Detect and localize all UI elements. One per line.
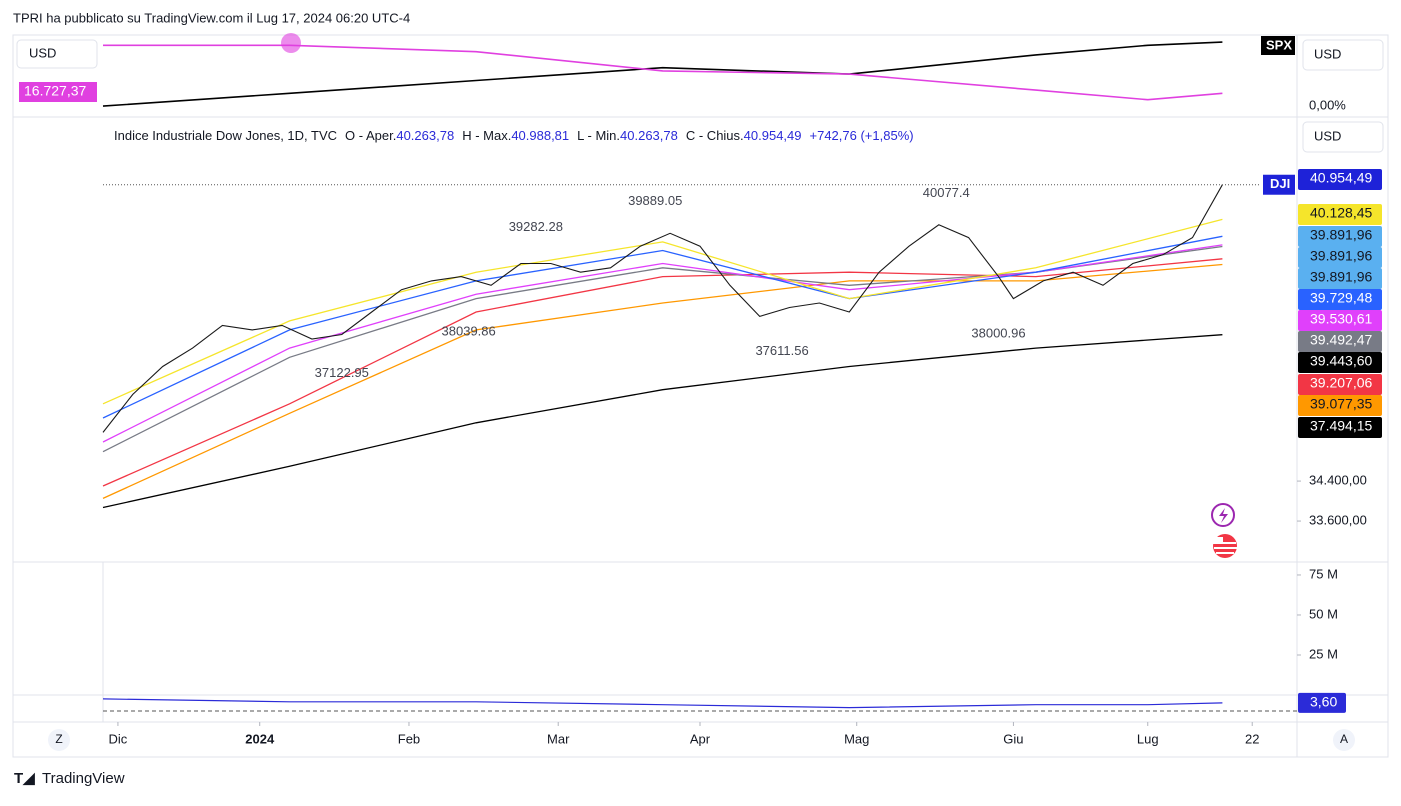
price-badge	[1298, 169, 1382, 190]
legend: Indice Industriale Dow Jones, 1D, TVC O -…	[114, 128, 914, 143]
price-badge	[1298, 226, 1382, 247]
x-tick-label: Apr	[690, 731, 711, 746]
price-label: 39.891,96	[1310, 248, 1372, 264]
price-badge	[1298, 268, 1382, 289]
legend-key: H - Max.	[462, 128, 511, 143]
x-tick-label: Feb	[398, 731, 420, 746]
high-label: 40077.4	[923, 185, 970, 200]
indicator-label: 3,60	[1310, 694, 1337, 710]
indicator-line	[102, 698, 1223, 709]
moving-average	[102, 263, 1223, 499]
x-tick-label: 22	[1245, 731, 1259, 746]
frame	[12, 34, 1389, 758]
volume-tick-label: 75 M	[1309, 566, 1338, 581]
price-label: 39.891,96	[1310, 227, 1372, 243]
moving-average	[102, 235, 1223, 419]
price-badge	[1298, 395, 1382, 416]
price-label: 39.492,47	[1310, 332, 1372, 348]
price-label: 39.891,96	[1310, 269, 1372, 285]
low-label: 38039.86	[442, 324, 496, 339]
pct-label: 0,00%	[1309, 97, 1346, 112]
lightning-icon[interactable]	[1211, 503, 1235, 527]
price-badge	[1298, 331, 1382, 352]
brand: TradingView	[42, 770, 125, 787]
price-badge	[1298, 247, 1382, 268]
flag-canton	[1213, 537, 1223, 544]
legend-value: 40.263,78	[620, 128, 678, 143]
marker	[281, 33, 301, 53]
legend-value: 40.988,81	[511, 128, 569, 143]
x-tick-label: Dic	[109, 731, 128, 746]
currency: USD	[29, 45, 56, 60]
x-tick-label: Mag	[844, 731, 869, 746]
legend-change: +742,76 (+1,85%)	[810, 128, 914, 143]
currency: USD	[1314, 128, 1341, 143]
low-label: 37611.56	[755, 343, 808, 358]
price-badge	[1298, 310, 1382, 331]
y-tick-label: 33.600,00	[1309, 512, 1367, 527]
x-tick-label: Giu	[1003, 731, 1023, 746]
price-label: 40.954,49	[1310, 170, 1372, 186]
legend-key: L - Min.	[577, 128, 620, 143]
x-tick-label: 2024	[245, 731, 275, 746]
price-label: 40.128,45	[1310, 205, 1372, 221]
pane-dividers	[13, 116, 1388, 723]
compare-line	[102, 41, 1223, 107]
indicator-badge	[1298, 692, 1346, 713]
price-badge	[1298, 417, 1382, 438]
price-label: 39.077,35	[1310, 396, 1372, 412]
compare-symbol: SPX	[1266, 37, 1292, 52]
currency-button[interactable]	[1302, 39, 1384, 71]
a-label: A	[1340, 732, 1348, 746]
legend-name: Indice Industriale Dow Jones, 1D, TVC	[114, 128, 337, 143]
lightning	[1219, 508, 1228, 523]
legend-key: O - Aper.	[345, 128, 396, 143]
compare-value: 16.727,37	[24, 83, 86, 99]
y-tick-label: 34.400,00	[1309, 473, 1367, 488]
low-label: 38000.96	[971, 325, 1025, 340]
x-tick-label: Mar	[547, 731, 570, 746]
moving-average	[102, 334, 1223, 509]
symbol-badge	[1263, 174, 1295, 195]
price-label: 39.530,61	[1310, 311, 1372, 327]
price-badge	[1298, 204, 1382, 225]
legend-value: 40.954,49	[744, 128, 802, 143]
price-badge	[1298, 289, 1382, 310]
volume-tick-label: 50 M	[1309, 606, 1338, 621]
price-label: 39.443,60	[1310, 353, 1372, 369]
price-line	[102, 184, 1223, 433]
currency: USD	[1314, 46, 1341, 61]
z-button[interactable]	[48, 729, 70, 751]
price-label: 37.494,15	[1310, 418, 1372, 434]
price-badge	[1298, 352, 1382, 373]
low-label: 37122.95	[315, 365, 369, 380]
moving-average	[102, 218, 1223, 405]
symbol-label: DJI	[1270, 176, 1290, 191]
high-label: 39282.28	[509, 219, 563, 234]
legend-key: C - Chius.	[686, 128, 744, 143]
caption: TPRI ha pubblicato su TradingView.com il…	[13, 10, 410, 25]
logo: ⁠T◢	[14, 770, 35, 787]
compare-line	[103, 44, 1223, 101]
x-tick-label: Lug	[1137, 731, 1159, 746]
volume-tick-label: 25 M	[1309, 646, 1338, 661]
compare-badge	[19, 82, 97, 102]
currency-button[interactable]	[1302, 121, 1384, 153]
price-label: 39.207,06	[1310, 375, 1372, 391]
symbol-badge	[1261, 36, 1295, 55]
currency-button[interactable]	[16, 39, 98, 69]
price-label: 39.729,48	[1310, 290, 1372, 306]
z-label: Z	[55, 732, 62, 746]
moving-average	[102, 258, 1223, 487]
legend-value: 40.263,78	[396, 128, 454, 143]
price-badge	[1298, 374, 1382, 395]
a-button[interactable]	[1333, 729, 1355, 751]
high-label: 39889.05	[628, 193, 682, 208]
